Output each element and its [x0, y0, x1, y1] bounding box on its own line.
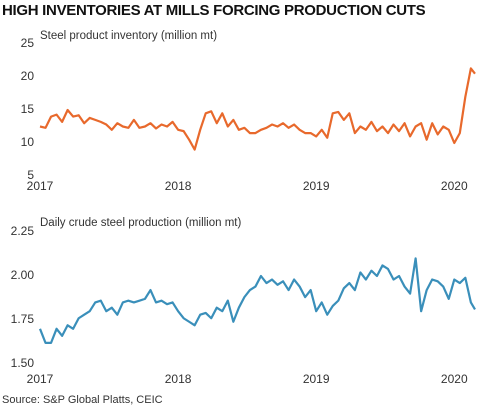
x-tick-label: 2017 — [27, 179, 54, 193]
x-tick-label: 2017 — [27, 372, 54, 386]
x-tick-label: 2018 — [165, 179, 192, 193]
y-tick-label: 25 — [21, 36, 35, 50]
y-tick-label: 10 — [21, 135, 35, 149]
x-tick-label: 2019 — [303, 372, 330, 386]
subplot-title: Daily crude steel production (million mt… — [40, 217, 241, 229]
subplot-title: Steel product inventory (million mt) — [40, 30, 217, 42]
chart-title: HIGH INVENTORIES AT MILLS FORCING PRODUC… — [2, 2, 426, 19]
y-tick-label: 1.50 — [11, 356, 35, 370]
y-tick-label: 15 — [21, 102, 35, 116]
source: Source: S&P Global Platts, CEIC — [2, 394, 163, 406]
y-tick-label: 5 — [27, 168, 34, 182]
y-tick-label: 2.00 — [11, 268, 35, 282]
line — [38, 257, 476, 344]
x-tick-label: 2020 — [441, 179, 468, 193]
x-tick-label: 2018 — [165, 372, 192, 386]
x-tick-label: 2019 — [303, 179, 330, 193]
y-tick-label: 20 — [21, 69, 35, 83]
line — [39, 67, 476, 151]
y-tick-label: 1.75 — [11, 312, 35, 326]
x-tick-label: 2020 — [441, 372, 468, 386]
y-tick-label: 2.25 — [11, 224, 35, 238]
